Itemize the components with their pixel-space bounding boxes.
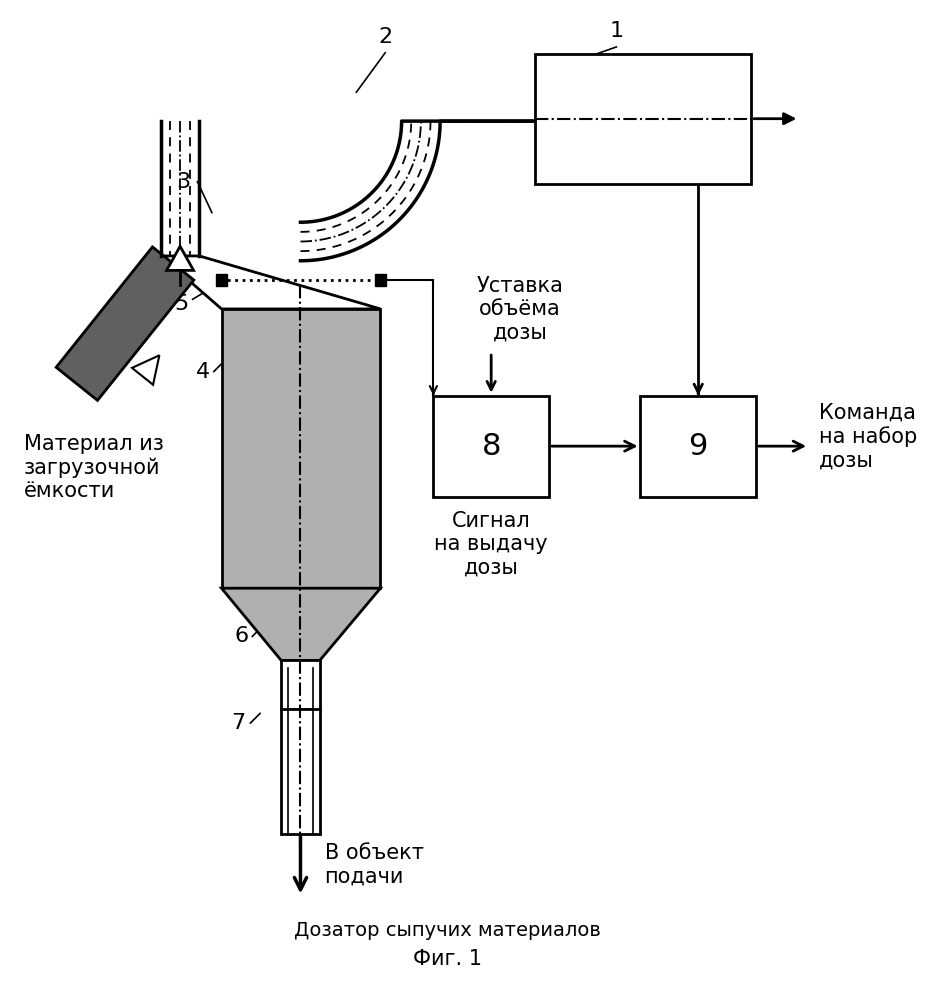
Text: 5: 5: [175, 294, 189, 314]
Bar: [375, 274, 386, 286]
Text: В объект
подачи: В объект подачи: [325, 843, 423, 887]
Bar: [433, 396, 549, 497]
Bar: [535, 54, 751, 184]
Text: 2: 2: [379, 27, 392, 47]
Text: Материал из
загрузочной
ёмкости: Материал из загрузочной ёмкости: [24, 434, 164, 501]
Polygon shape: [161, 256, 380, 309]
Bar: [221, 309, 380, 588]
Polygon shape: [221, 588, 380, 660]
Text: Команда
на набор
дозы: Команда на набор дозы: [818, 403, 917, 470]
Bar: [641, 396, 756, 497]
Bar: [216, 274, 227, 286]
Text: 3: 3: [177, 172, 191, 192]
Text: 4: 4: [196, 362, 210, 382]
Polygon shape: [132, 355, 159, 385]
Polygon shape: [56, 247, 193, 400]
Bar: [281, 660, 320, 834]
Text: Дозатор сыпучих материалов: Дозатор сыпучих материалов: [295, 921, 602, 940]
Text: 7: 7: [232, 713, 246, 733]
Text: 8: 8: [482, 432, 501, 461]
Text: 6: 6: [234, 626, 248, 646]
Text: Уставка
объёма
дозы: Уставка объёма дозы: [477, 276, 564, 343]
Polygon shape: [166, 246, 193, 270]
Text: Сигнал
на выдачу
дозы: Сигнал на выдачу дозы: [434, 511, 548, 578]
Text: Фиг. 1: Фиг. 1: [413, 949, 483, 969]
Text: 1: 1: [609, 21, 623, 41]
Text: 9: 9: [688, 432, 708, 461]
